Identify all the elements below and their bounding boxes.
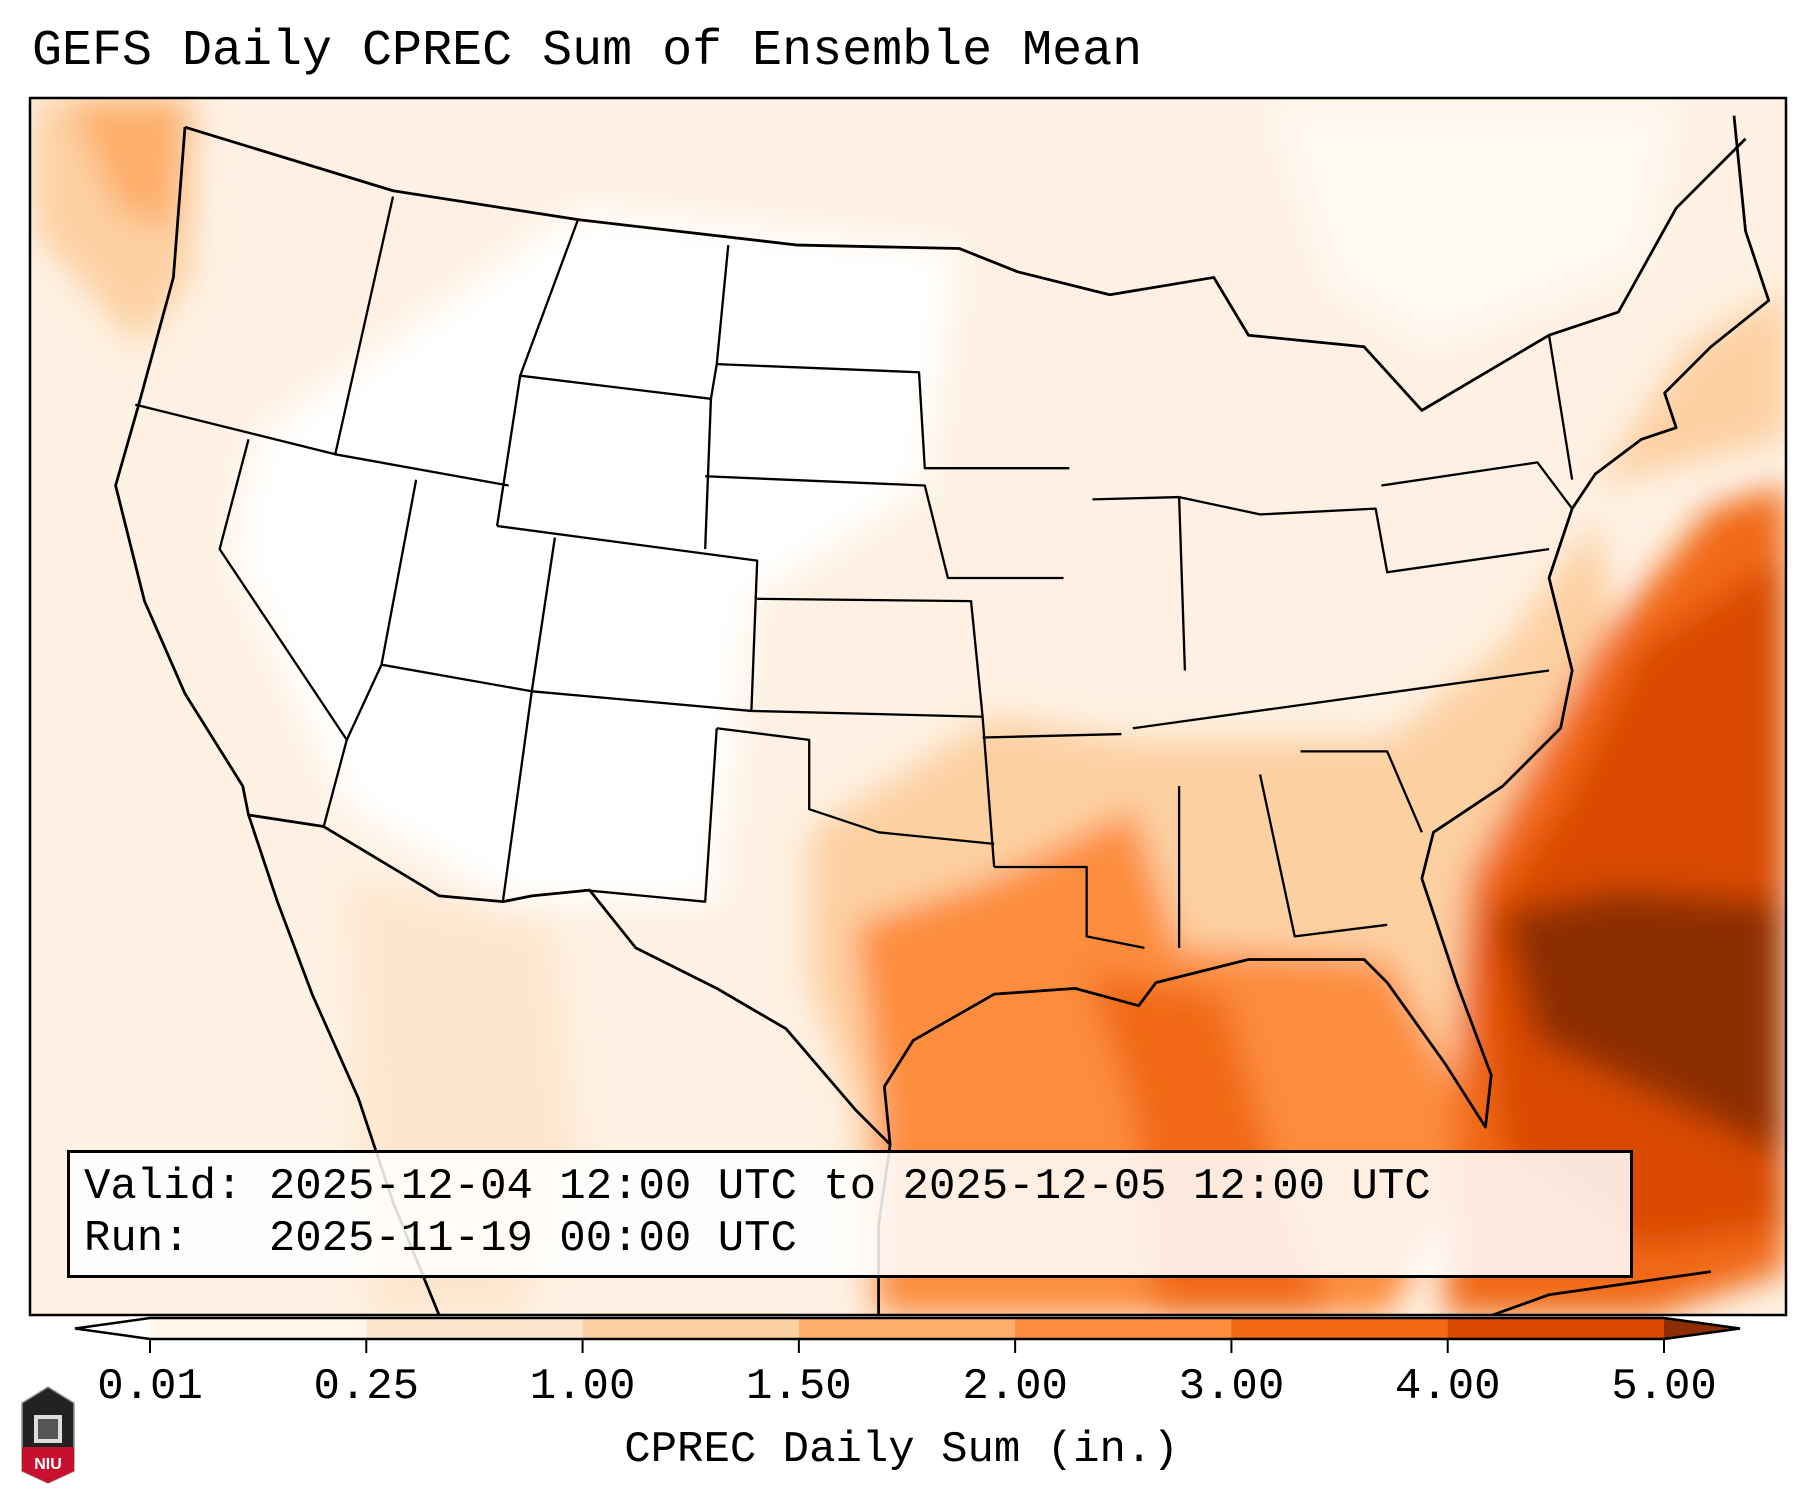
- state-lines: [134, 196, 1574, 950]
- colorbar-segment: [1447, 1318, 1665, 1339]
- colorbar-tick-label: 0.25: [313, 1362, 420, 1412]
- colorbar-segment: [150, 1318, 367, 1339]
- valid-value: 2025-12-04 12:00 UTC to 2025-12-05 12:00…: [268, 1162, 1431, 1212]
- colorbar-tick-label: 3.00: [1178, 1362, 1285, 1412]
- precip-northeast: [1595, 289, 1786, 486]
- precip-field: [30, 98, 1786, 1315]
- dry-region: [231, 208, 960, 902]
- run-label: Run:: [84, 1214, 190, 1264]
- colorbar-extend-max: [1664, 1318, 1740, 1339]
- colorbar-segment: [1015, 1318, 1232, 1339]
- colorbar-segment: [798, 1318, 1016, 1339]
- valid-label: Valid:: [84, 1162, 243, 1212]
- precip-pnw-core: [69, 98, 185, 232]
- chart-title: GEFS Daily CPREC Sum of Ensemble Mean: [32, 23, 1143, 80]
- canada-border: [184, 125, 1747, 412]
- colorbar-segment: [582, 1318, 800, 1339]
- dry-region: [1271, 104, 1677, 347]
- colorbar-tick-label: 4.00: [1394, 1362, 1501, 1412]
- colorbar-segment: [366, 1318, 584, 1339]
- colorbar-tick-label: 0.01: [97, 1362, 203, 1412]
- cuba: [1490, 1270, 1712, 1315]
- colorbar-label: CPREC Daily Sum (in.): [624, 1425, 1179, 1475]
- logo-text: NIU: [34, 1456, 62, 1473]
- colorbar-segment: [1231, 1318, 1449, 1339]
- colorbar-tick-label: 5.00: [1611, 1362, 1717, 1412]
- colorbar-tick-label: 1.00: [529, 1362, 636, 1412]
- coastlines-borders: [114, 115, 1771, 1315]
- colorbar-tick-label: 1.50: [746, 1362, 852, 1412]
- precip-atlantic-core: [1502, 890, 1781, 1156]
- colorbar-tick-label: 2.00: [962, 1362, 1068, 1412]
- colorbar: [74, 1316, 1741, 1353]
- info-box: Valid: 2025-12-04 12:00 UTC to 2025-12-0…: [67, 1150, 1633, 1278]
- plot-frame: [28, 96, 1788, 1317]
- run-value: 2025-11-19 00:00 UTC: [268, 1214, 797, 1264]
- us-outline: [114, 115, 1771, 1146]
- niu-logo: NIU: [21, 1386, 75, 1484]
- colorbar-extend-min: [75, 1318, 150, 1339]
